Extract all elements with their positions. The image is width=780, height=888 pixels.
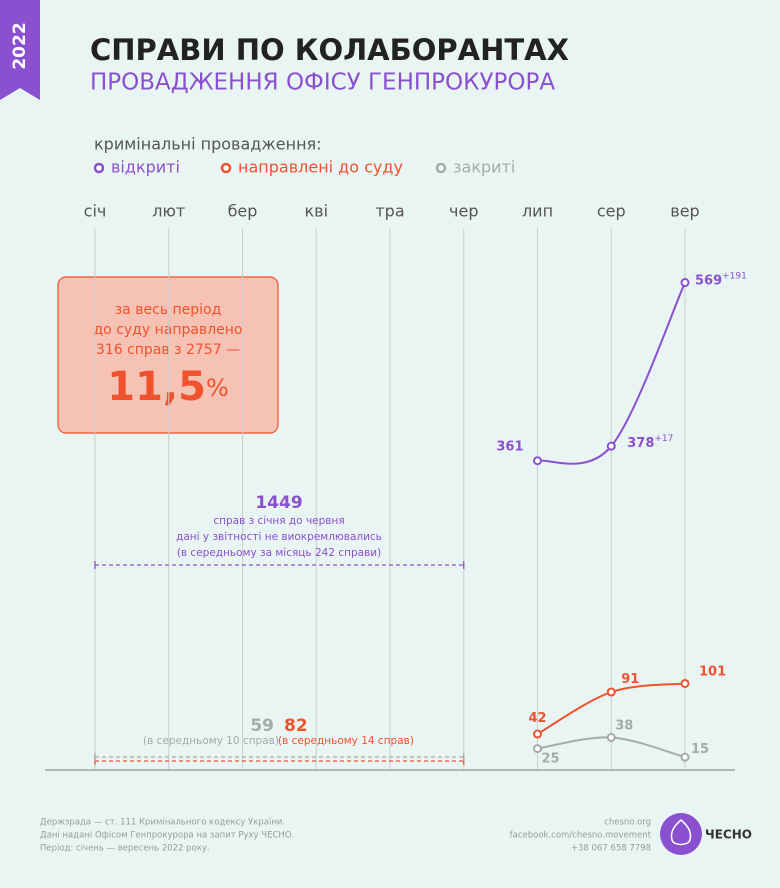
data-label-note: +17 xyxy=(654,434,673,444)
period-note: (в середньому 14 справ) xyxy=(278,735,414,747)
x-tick-label: січ xyxy=(84,202,107,221)
year-label: 2022 xyxy=(10,22,30,69)
x-tick-label: чер xyxy=(449,202,478,221)
period-total: 82 xyxy=(284,716,308,736)
period-note: справ з січня до червня xyxy=(213,515,344,527)
logo-circle xyxy=(660,813,702,855)
x-tick-label: лип xyxy=(522,202,553,221)
data-label-value: 15 xyxy=(691,742,709,757)
share-value: 11,5 xyxy=(107,364,206,410)
chart-title: СПРАВИ ПО КОЛАБОРАНТАХ xyxy=(90,33,569,67)
summary-box-bg xyxy=(57,276,279,434)
legend-label: відкриті xyxy=(111,158,180,177)
source-line: Період: січень — вересень 2022 року. xyxy=(40,844,210,854)
logo-text: ЧЕСНО xyxy=(705,828,752,842)
data-label-value: 569 xyxy=(695,273,722,288)
legend-label: направлені до суду xyxy=(238,158,403,177)
data-point xyxy=(680,678,690,688)
summary-share: 11,5% xyxy=(107,364,229,410)
data-label-value: 361 xyxy=(496,439,523,454)
legend-marker xyxy=(435,162,447,174)
period-note: (в середньому 10 справ) xyxy=(143,735,279,747)
series-line xyxy=(537,282,686,465)
data-label-value: 25 xyxy=(542,751,560,766)
source-line: Дані надані Офісом Генпрокурора на запит… xyxy=(40,831,294,841)
data-point xyxy=(680,752,690,762)
x-tick-label: сер xyxy=(597,202,626,221)
legend-label: закриті xyxy=(453,158,515,177)
footer: Держзрада — ст. 111 Кримінального кодекс… xyxy=(40,813,752,855)
x-tick-label: лют xyxy=(152,202,185,221)
legend-title: кримінальні провадження: xyxy=(94,135,322,154)
period-note: (в середньому за місяць 242 справи) xyxy=(177,547,381,559)
year-badge xyxy=(0,0,40,100)
data-label: 569+191 xyxy=(695,271,747,288)
data-label: 91 xyxy=(621,672,639,687)
contact-line: facebook.com/chesno.movement xyxy=(510,831,652,841)
share-unit: % xyxy=(206,374,229,402)
data-label: 378+17 xyxy=(627,434,673,451)
data-label: 101 xyxy=(699,664,726,679)
data-label-value: 38 xyxy=(615,718,633,733)
logo-icon xyxy=(670,819,692,846)
period-note: дані у звітності не виокремлювались xyxy=(176,531,382,543)
data-label-note: +191 xyxy=(722,271,747,281)
summary-line: 316 справ з 2757 — xyxy=(96,342,240,358)
summary-line: за весь період xyxy=(115,302,222,318)
data-label: 15 xyxy=(691,742,709,757)
data-label-value: 378 xyxy=(627,436,654,451)
data-label: 38 xyxy=(615,718,633,733)
data-point xyxy=(606,441,616,451)
x-tick-label: кві xyxy=(304,202,328,221)
summary-box: за весь період до суду направлено 316 сп… xyxy=(57,276,279,434)
data-label: 42 xyxy=(528,711,546,726)
legend-marker xyxy=(93,162,105,174)
data-point xyxy=(533,729,542,739)
data-label-value: 91 xyxy=(621,672,639,687)
x-tick-label: вер xyxy=(670,202,699,221)
data-point xyxy=(606,687,616,697)
summary-line: до суду направлено xyxy=(94,322,243,338)
legend-marker xyxy=(220,162,232,174)
x-tick-label: бер xyxy=(228,202,258,221)
contact-line: chesno.org xyxy=(604,818,651,828)
data-label-value: 101 xyxy=(699,664,726,679)
data-point xyxy=(680,278,690,288)
period-total: 1449 xyxy=(255,493,302,513)
data-point xyxy=(533,456,542,466)
x-tick-label: тра xyxy=(375,202,404,221)
data-point xyxy=(533,744,542,754)
period-total: 59 xyxy=(250,716,274,736)
chart-subtitle: ПРОВАДЖЕННЯ ОФІСУ ГЕНПРОКУРОРА xyxy=(90,70,555,96)
data-label-value: 42 xyxy=(528,711,546,726)
contact-line: +38 067 658 7798 xyxy=(571,844,651,854)
source-line: Держзрада — ст. 111 Кримінального кодекс… xyxy=(40,818,285,828)
data-point xyxy=(606,732,616,742)
data-label: 361 xyxy=(496,439,523,454)
data-label: 25 xyxy=(542,751,560,766)
